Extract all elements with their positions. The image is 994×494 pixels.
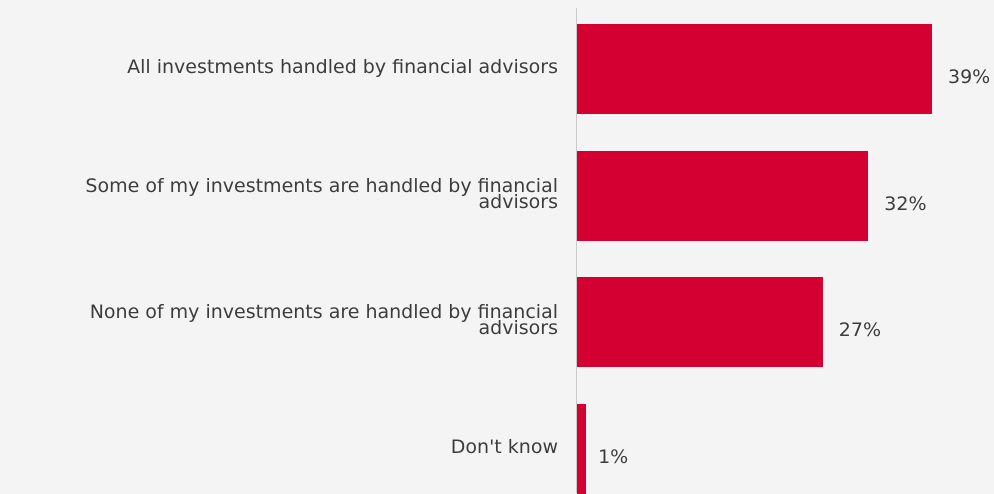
value-label: 1% [598,445,629,468]
category-label: Don't know [0,435,558,458]
category-label-line: Some of my investments are handled by fi… [85,174,558,197]
category-label: None of my investments are handled by fi… [0,301,558,339]
category-label-line: advisors [478,317,558,339]
bar [577,24,932,114]
bar [577,403,587,494]
bar [577,150,869,241]
category-label: All investments handled by financial adv… [0,56,558,78]
category-axis-line [576,8,577,493]
category-label-line: Don't know [450,435,558,458]
category-label-line: advisors [478,190,558,213]
bar [577,277,823,367]
value-label: 39% [948,66,991,88]
category-label: Some of my investments are handled by fi… [0,174,558,213]
category-label-line: None of my investments are handled by fi… [89,301,558,323]
value-label: 32% [884,192,927,215]
value-label: 27% [838,319,881,341]
category-label-line: All investments handled by financial adv… [127,56,558,78]
